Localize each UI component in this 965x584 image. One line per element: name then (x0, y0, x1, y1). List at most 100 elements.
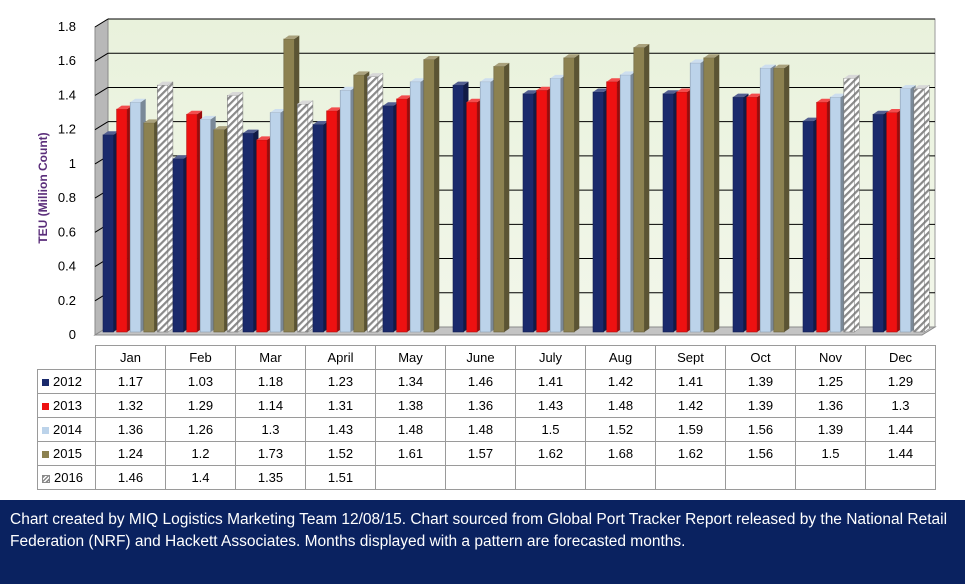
data-label: 1.41 (655, 369, 726, 394)
y-tick-label: 1.8 (58, 19, 76, 34)
bar-2014-june (479, 78, 496, 333)
bar-2014-mar (269, 109, 286, 333)
data-label: 1.39 (725, 393, 796, 418)
bar-2015-jan (143, 119, 160, 333)
data-label (795, 465, 866, 490)
data-label: 1.38 (375, 393, 446, 418)
bar-2013-oct (746, 93, 763, 333)
y-tick-label: 0.2 (58, 293, 76, 308)
data-label: 1.36 (95, 417, 166, 442)
gridline-side (94, 87, 109, 96)
data-label: 1.25 (795, 369, 866, 394)
x-tick-label: July (515, 345, 586, 370)
data-label: 1.62 (655, 441, 726, 466)
x-tick-label: Dec (865, 345, 936, 370)
bar-2013-dec (886, 109, 903, 333)
x-tick-label: Oct (725, 345, 796, 370)
data-label: 1.56 (725, 441, 796, 466)
x-tick-label: Jan (95, 345, 166, 370)
legend-entry: 2013 (37, 393, 96, 418)
bar-2015-nov (843, 74, 860, 333)
x-tick-label: Sept (655, 345, 726, 370)
data-label: 1.3 (865, 393, 936, 418)
legend-label: 2015 (53, 446, 82, 461)
bar-2012-aug (592, 88, 609, 333)
bar-2014-may (409, 78, 426, 333)
bar-2012-nov (802, 117, 819, 333)
y-tick-label: 1 (69, 156, 76, 171)
bar-2015-june (493, 62, 510, 333)
data-label: 1.31 (305, 393, 376, 418)
legend-entry: 2016 (37, 465, 96, 490)
bar-2015-july (563, 54, 580, 333)
bar-2015-dec (913, 84, 930, 333)
bar-2014-nov (829, 93, 846, 333)
legend-entry: 2014 (37, 417, 96, 442)
bar-2013-feb (186, 110, 203, 333)
table-row: 2014 1.36 1.26 1.3 1.43 1.48 1.48 1.5 1.52 1.59 1.… (37, 417, 936, 442)
data-label: 1.29 (165, 393, 236, 418)
x-tick-label: Feb (165, 345, 236, 370)
bar-2013-jan (116, 105, 133, 333)
x-tick-label: Nov (795, 345, 866, 370)
bar-2015-aug (633, 44, 650, 333)
data-label: 1.56 (725, 417, 796, 442)
legend-label: 2012 (53, 374, 82, 389)
bar-2015-mar (283, 35, 300, 333)
table-row: 2016 1.46 1.4 1.35 1.51 (37, 465, 936, 490)
data-label: 1.5 (515, 417, 586, 442)
legend-entry: 2015 (37, 441, 96, 466)
data-label (515, 465, 586, 490)
bar-2013-may (396, 95, 413, 333)
bars (102, 35, 930, 333)
bar-2014-feb (199, 115, 216, 333)
data-label: 1.29 (865, 369, 936, 394)
bar-2016-feb (227, 91, 244, 333)
bar-2015-oct (773, 64, 790, 333)
bar-2012-may (382, 102, 399, 333)
legend-swatch (42, 379, 49, 387)
y-tick-label: 1.2 (58, 122, 76, 137)
gridline-side (94, 52, 109, 62)
legend-swatch (42, 403, 49, 411)
y-axis-title: TEU (Million Count) (36, 132, 50, 243)
x-tick-label: Mar (235, 345, 306, 370)
bar-chart: 0 0.2 0.4 0.6 0.8 1 1.2 1.4 1.6 1.8 TEU (Million … (36, 18, 937, 342)
data-label: 1.52 (305, 441, 376, 466)
table-corner (38, 346, 96, 370)
data-label: 1.4 (165, 465, 236, 490)
table-row: 2012 1.17 1.03 1.18 1.23 1.34 1.46 1.41 1.42 1.41… (37, 369, 936, 394)
data-label: 1.57 (445, 441, 516, 466)
bar-2013-mar (256, 136, 273, 333)
legend-label: 2016 (54, 470, 83, 485)
data-label: 1.44 (865, 417, 936, 442)
bar-2014-sept (689, 59, 706, 333)
y-tick-label: 0.6 (58, 224, 76, 239)
bar-2016-mar (297, 100, 314, 333)
data-label: 1.48 (445, 417, 516, 442)
bar-2012-jan (102, 131, 119, 333)
data-label (725, 465, 796, 490)
bar-2012-dec (872, 110, 889, 333)
bar-2013-aug (606, 78, 623, 333)
data-label: 1.17 (95, 369, 166, 394)
data-label: 1.42 (655, 393, 726, 418)
gridline-side (94, 18, 109, 28)
bar-2012-oct (732, 93, 749, 333)
y-tick-label: 0.8 (58, 190, 76, 205)
bar-2015-feb (213, 126, 230, 333)
bar-2013-june (466, 98, 483, 333)
data-label: 1.14 (235, 393, 306, 418)
bar-2012-feb (172, 155, 189, 333)
data-label: 1.46 (95, 465, 166, 490)
data-table: Jan Feb Mar April May June July Aug Sept Oct Nov De… (37, 345, 936, 490)
data-label (865, 465, 936, 490)
bar-2015-sept (703, 54, 720, 333)
legend-entry: 2012 (37, 369, 96, 394)
data-label: 1.18 (235, 369, 306, 394)
table-row: 2015 1.24 1.2 1.73 1.52 1.61 1.57 1.62 1.68 1.62 1… (37, 441, 936, 466)
bar-2012-july (522, 90, 539, 333)
legend-swatch (42, 451, 49, 459)
data-label: 1.36 (795, 393, 866, 418)
data-label: 1.48 (585, 393, 656, 418)
